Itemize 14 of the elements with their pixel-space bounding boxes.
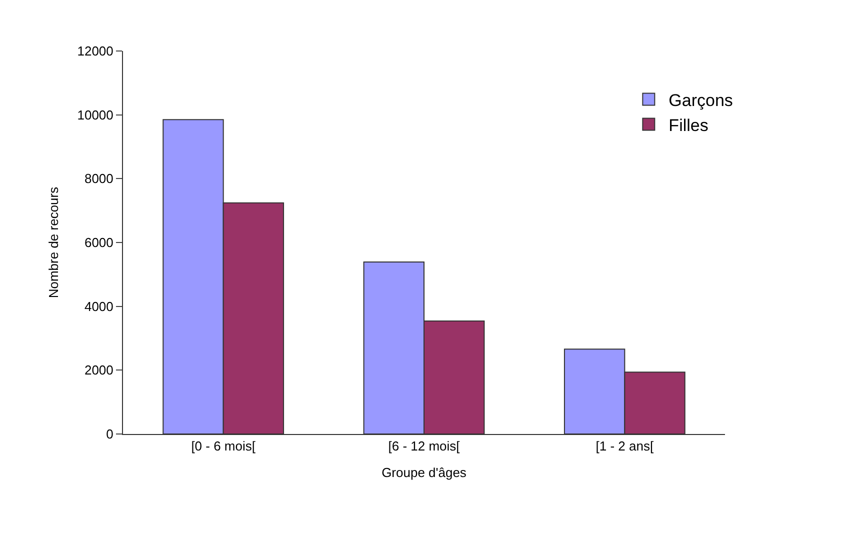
y-tick-label: 6000 xyxy=(84,235,114,250)
x-axis-title: Groupe d'âges xyxy=(382,465,467,480)
y-tick-label: 2000 xyxy=(84,362,114,378)
y-tick-label: 12000 xyxy=(77,44,114,59)
legend-label: Filles xyxy=(668,116,708,135)
x-tick-label: [0 - 6 mois[ xyxy=(191,438,256,454)
y-tick-label: 8000 xyxy=(84,171,114,186)
x-tick-label: [6 - 12 mois[ xyxy=(388,438,460,454)
y-tick-label: 4000 xyxy=(84,298,114,314)
legend-label: Garçons xyxy=(668,90,733,110)
x-tick-label: [1 - 2 ans[ xyxy=(596,438,654,454)
y-tick-label: 10000 xyxy=(77,107,114,122)
y-tick-label: 0 xyxy=(106,426,114,442)
y-axis-title: Nombre de recours xyxy=(46,186,62,298)
